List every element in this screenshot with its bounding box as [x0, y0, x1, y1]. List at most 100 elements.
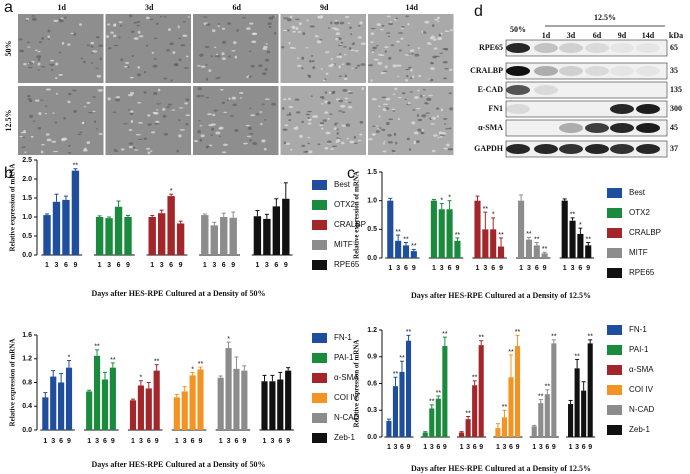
- legend-swatch: [312, 373, 327, 383]
- group-label: 12.5%: [594, 13, 616, 22]
- cell: [375, 130, 380, 133]
- cell: [330, 148, 335, 150]
- cell: [45, 88, 52, 91]
- column-label: 14d: [406, 3, 419, 12]
- significance: **: [551, 334, 557, 341]
- cell: [246, 135, 252, 138]
- x-tick-label: 9: [543, 265, 547, 272]
- legend-swatch: [607, 325, 622, 335]
- cell: [383, 141, 386, 143]
- cell: [295, 26, 299, 30]
- cell: [178, 58, 182, 62]
- cell: [285, 142, 291, 145]
- cell: [34, 99, 40, 102]
- band: [636, 43, 660, 53]
- cell: [167, 28, 172, 31]
- cell: [319, 96, 324, 99]
- cell: [371, 98, 377, 101]
- cell: [401, 92, 406, 95]
- cell: [394, 87, 398, 91]
- bar: [587, 343, 593, 437]
- cell: [128, 145, 133, 149]
- cell: [424, 20, 430, 24]
- bar: [386, 420, 392, 437]
- cell: [137, 30, 141, 34]
- bar: [561, 200, 568, 258]
- x-tick-label: 1: [432, 265, 436, 272]
- cell: [50, 69, 54, 71]
- bar: [465, 419, 471, 437]
- cell: [397, 96, 402, 99]
- bar: [269, 381, 276, 430]
- cell: [118, 21, 123, 24]
- x-tick-label: 3: [393, 444, 397, 451]
- cell: [332, 145, 337, 148]
- x-tick-label: 9: [552, 444, 556, 451]
- x-tick-label: 3: [502, 444, 506, 451]
- cell: [47, 29, 51, 33]
- cell: [259, 111, 263, 113]
- cell: [218, 135, 222, 138]
- cell: [370, 79, 373, 83]
- cell: [204, 64, 208, 66]
- cell: [208, 69, 212, 72]
- cell: [261, 139, 266, 143]
- significance: **: [198, 361, 204, 368]
- cell: [340, 141, 345, 145]
- cell: [388, 118, 394, 121]
- cell: [96, 74, 102, 78]
- cell: [34, 49, 38, 51]
- cell: [406, 137, 410, 141]
- cell: [130, 91, 135, 95]
- legend-swatch: [607, 248, 622, 258]
- cell: [408, 148, 412, 151]
- cell: [221, 52, 225, 56]
- cell: [320, 103, 324, 105]
- cell: [330, 21, 333, 25]
- cell: [430, 61, 434, 65]
- x-tick-label: 3: [270, 438, 274, 445]
- bar: [101, 379, 109, 430]
- x-tick-label: 3: [571, 265, 575, 272]
- cell: [299, 134, 303, 138]
- cell: [333, 127, 337, 131]
- bar: [399, 371, 405, 437]
- cell: [338, 75, 343, 77]
- cell: [288, 106, 294, 109]
- cell: [359, 133, 363, 136]
- cell: [281, 45, 285, 49]
- kda-label: 35: [670, 66, 678, 75]
- cell: [91, 50, 98, 53]
- x-tick-label: 3: [483, 265, 487, 272]
- bar: [435, 398, 441, 437]
- cell: [115, 98, 121, 102]
- x-tick-label: 3: [396, 265, 400, 272]
- cell: [381, 24, 385, 27]
- cell: [135, 133, 141, 136]
- cell: [378, 105, 381, 108]
- cell: [307, 110, 312, 113]
- cell: [229, 115, 235, 117]
- cell: [97, 88, 103, 92]
- cell: [339, 43, 343, 46]
- bar: [137, 385, 144, 430]
- cell: [98, 44, 104, 47]
- x-tick-label: 9: [443, 444, 447, 451]
- cell: [110, 31, 114, 34]
- lane-label: 6d: [593, 31, 602, 40]
- bar: [410, 251, 417, 258]
- cell: [30, 136, 34, 138]
- cell: [31, 17, 37, 21]
- x-tick-label: 6: [191, 438, 195, 445]
- cell: [45, 133, 50, 136]
- cell: [157, 88, 161, 92]
- cell: [351, 43, 355, 45]
- cell: [342, 89, 348, 92]
- cell: [41, 37, 45, 40]
- legend-swatch: [312, 260, 327, 270]
- x-tick-label: 1: [87, 438, 91, 445]
- cell: [268, 25, 272, 29]
- cell: [437, 37, 443, 41]
- x-tick-label: 6: [473, 444, 477, 451]
